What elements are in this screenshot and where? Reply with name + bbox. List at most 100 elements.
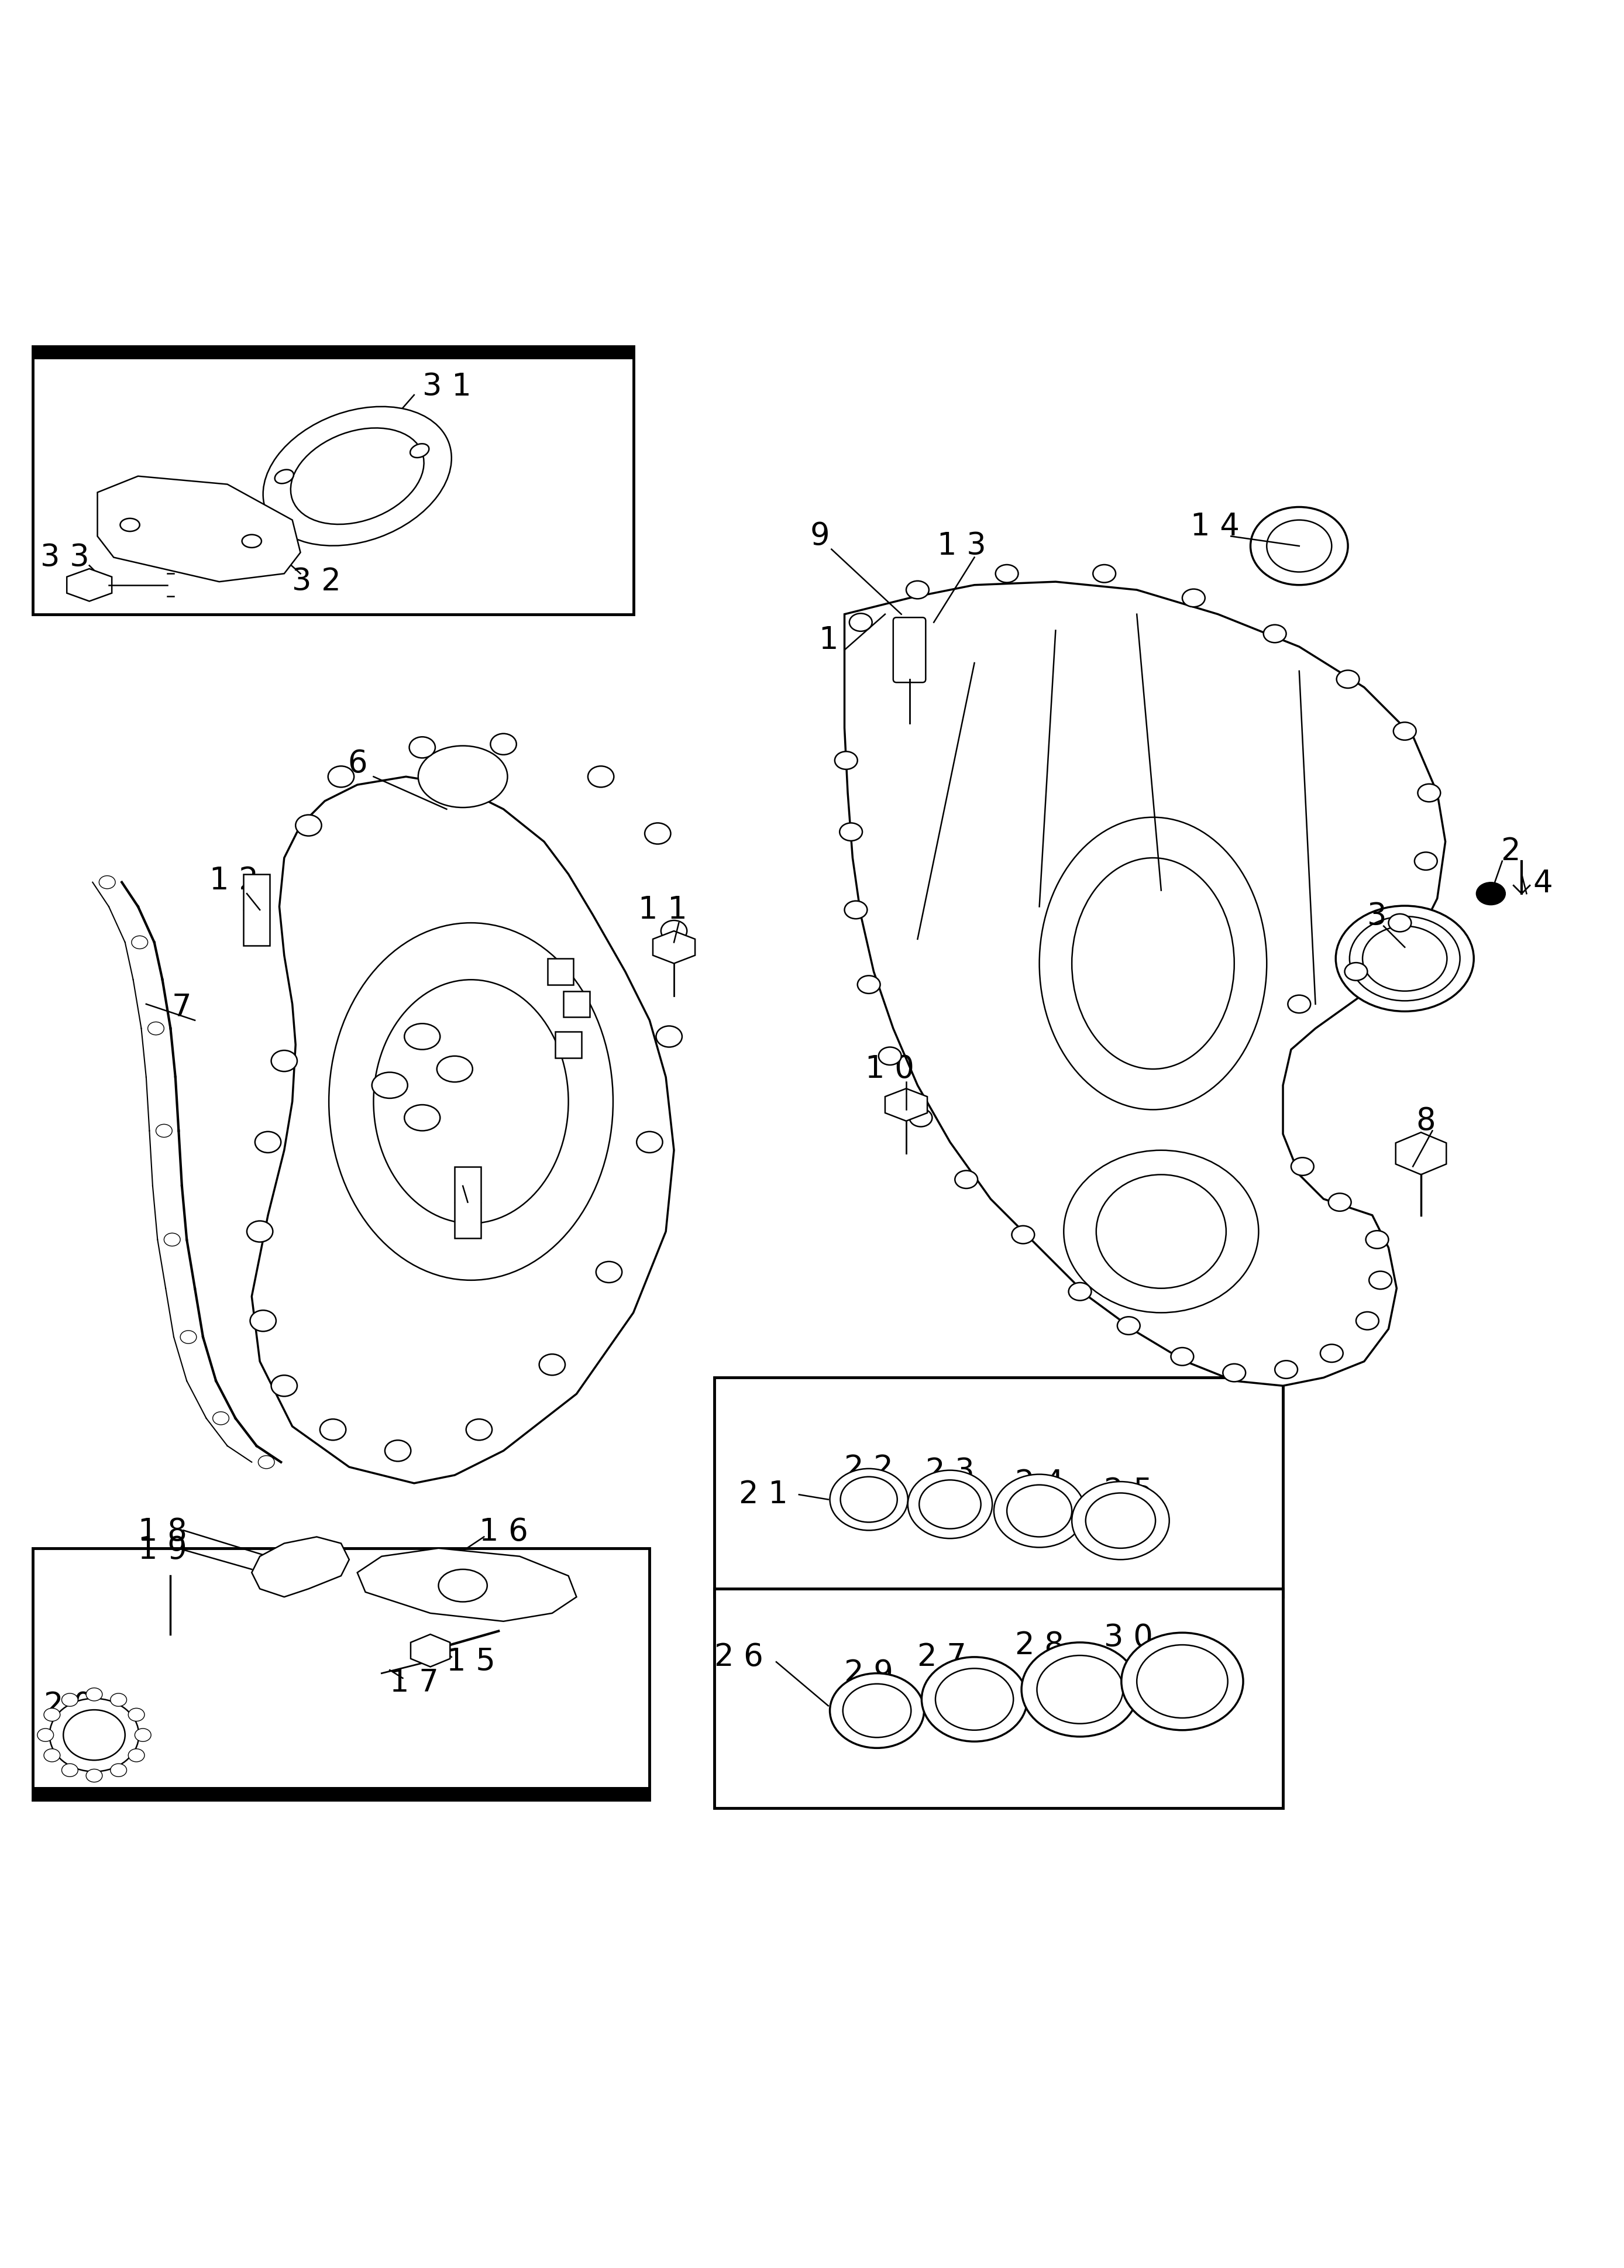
Ellipse shape bbox=[1291, 1157, 1314, 1175]
Ellipse shape bbox=[1418, 785, 1440, 803]
FancyBboxPatch shape bbox=[893, 617, 926, 683]
Ellipse shape bbox=[44, 1708, 60, 1721]
Ellipse shape bbox=[409, 737, 435, 758]
Text: 1 3: 1 3 bbox=[937, 531, 986, 560]
Text: 3: 3 bbox=[1367, 900, 1387, 932]
Text: 2 1: 2 1 bbox=[739, 1479, 788, 1510]
Ellipse shape bbox=[291, 429, 424, 524]
Ellipse shape bbox=[385, 1440, 411, 1461]
Polygon shape bbox=[653, 930, 695, 964]
Ellipse shape bbox=[258, 1456, 274, 1470]
Ellipse shape bbox=[921, 1658, 1026, 1742]
Bar bbox=[32, 347, 633, 615]
Ellipse shape bbox=[44, 1749, 60, 1762]
Ellipse shape bbox=[661, 921, 687, 941]
Ellipse shape bbox=[588, 767, 614, 787]
Ellipse shape bbox=[843, 1683, 911, 1737]
Ellipse shape bbox=[645, 823, 671, 844]
Ellipse shape bbox=[1267, 519, 1332, 572]
Ellipse shape bbox=[539, 1354, 565, 1374]
Ellipse shape bbox=[1121, 1633, 1244, 1730]
Bar bbox=[32, 347, 633, 358]
Ellipse shape bbox=[148, 1023, 164, 1034]
Ellipse shape bbox=[1335, 905, 1473, 1012]
Ellipse shape bbox=[255, 1132, 281, 1152]
Text: 1 2: 1 2 bbox=[209, 866, 258, 896]
Ellipse shape bbox=[128, 1708, 145, 1721]
Ellipse shape bbox=[1369, 1272, 1392, 1288]
Ellipse shape bbox=[637, 1132, 663, 1152]
Text: 1 9: 1 9 bbox=[138, 1535, 187, 1565]
Ellipse shape bbox=[86, 1687, 102, 1701]
Ellipse shape bbox=[132, 937, 148, 948]
Ellipse shape bbox=[1363, 925, 1447, 991]
Ellipse shape bbox=[320, 1420, 346, 1440]
Ellipse shape bbox=[1085, 1492, 1155, 1549]
Ellipse shape bbox=[466, 1420, 492, 1440]
Polygon shape bbox=[252, 1538, 349, 1597]
Ellipse shape bbox=[1093, 565, 1116, 583]
Ellipse shape bbox=[1182, 590, 1205, 608]
Ellipse shape bbox=[128, 1749, 145, 1762]
Ellipse shape bbox=[935, 1669, 1013, 1730]
Text: 8: 8 bbox=[1416, 1107, 1436, 1136]
Ellipse shape bbox=[374, 980, 568, 1222]
Ellipse shape bbox=[1263, 624, 1286, 642]
Ellipse shape bbox=[110, 1694, 127, 1706]
Bar bbox=[555, 1032, 581, 1057]
Ellipse shape bbox=[1328, 1193, 1351, 1211]
Bar bbox=[715, 1590, 1283, 1808]
Text: 3 0: 3 0 bbox=[1104, 1622, 1153, 1653]
Ellipse shape bbox=[135, 1728, 151, 1742]
Ellipse shape bbox=[1288, 996, 1311, 1014]
Text: 2 2: 2 2 bbox=[844, 1454, 893, 1483]
Polygon shape bbox=[411, 1635, 450, 1667]
Ellipse shape bbox=[271, 1050, 297, 1070]
Ellipse shape bbox=[835, 751, 857, 769]
Bar bbox=[244, 873, 270, 946]
Ellipse shape bbox=[857, 975, 880, 993]
Text: 6: 6 bbox=[348, 748, 367, 778]
Ellipse shape bbox=[1415, 853, 1437, 871]
Ellipse shape bbox=[1069, 1284, 1091, 1300]
Text: 2 7: 2 7 bbox=[918, 1642, 966, 1672]
Ellipse shape bbox=[1250, 508, 1348, 585]
Text: 7: 7 bbox=[172, 991, 192, 1023]
Ellipse shape bbox=[247, 1220, 273, 1243]
Ellipse shape bbox=[328, 923, 614, 1279]
Ellipse shape bbox=[63, 1710, 125, 1760]
Text: 4: 4 bbox=[1533, 869, 1553, 898]
Polygon shape bbox=[252, 776, 674, 1483]
Ellipse shape bbox=[271, 1374, 297, 1397]
Ellipse shape bbox=[263, 406, 451, 547]
Ellipse shape bbox=[1337, 671, 1359, 687]
Ellipse shape bbox=[1072, 857, 1234, 1068]
Ellipse shape bbox=[1039, 816, 1267, 1109]
Text: 1 8: 1 8 bbox=[138, 1517, 187, 1547]
Ellipse shape bbox=[180, 1331, 197, 1343]
Polygon shape bbox=[885, 1089, 927, 1120]
Ellipse shape bbox=[1021, 1642, 1138, 1737]
Ellipse shape bbox=[411, 445, 429, 458]
Ellipse shape bbox=[62, 1765, 78, 1776]
Ellipse shape bbox=[1137, 1644, 1228, 1717]
Bar bbox=[547, 959, 573, 984]
Ellipse shape bbox=[596, 1261, 622, 1284]
Ellipse shape bbox=[1096, 1175, 1226, 1288]
Ellipse shape bbox=[274, 469, 294, 483]
Text: 3 1: 3 1 bbox=[422, 372, 471, 401]
Ellipse shape bbox=[99, 875, 115, 889]
Ellipse shape bbox=[955, 1170, 978, 1188]
Bar bbox=[564, 991, 590, 1016]
Ellipse shape bbox=[849, 612, 872, 631]
Ellipse shape bbox=[110, 1765, 127, 1776]
Text: 2 3: 2 3 bbox=[926, 1456, 974, 1488]
Ellipse shape bbox=[328, 767, 354, 787]
Ellipse shape bbox=[438, 1569, 487, 1601]
Polygon shape bbox=[67, 569, 112, 601]
Ellipse shape bbox=[1117, 1318, 1140, 1334]
Ellipse shape bbox=[830, 1470, 908, 1531]
Text: 2 8: 2 8 bbox=[1015, 1631, 1064, 1660]
Ellipse shape bbox=[841, 1476, 896, 1522]
Ellipse shape bbox=[1320, 1345, 1343, 1363]
